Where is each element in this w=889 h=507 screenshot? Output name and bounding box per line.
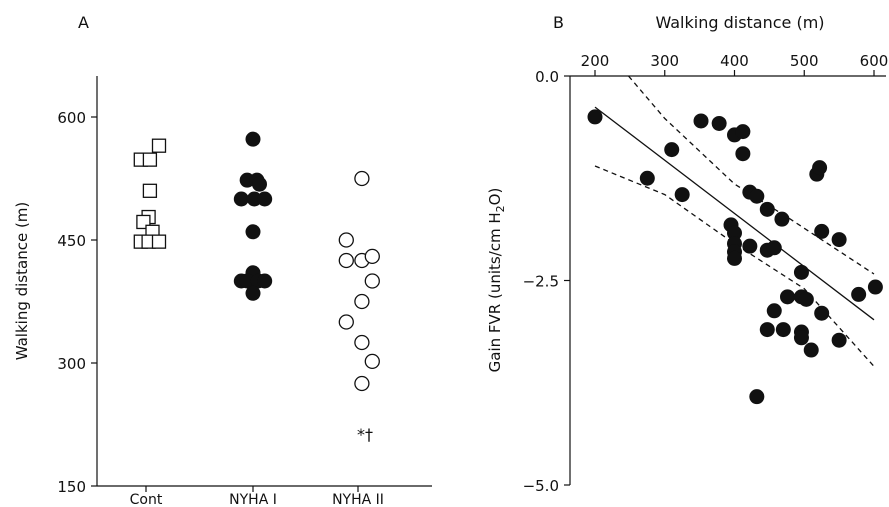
panel-a-y-tick-label: 300 — [57, 355, 86, 373]
data-point-filled — [257, 191, 273, 207]
data-point-square — [151, 234, 167, 249]
data-point-open — [354, 170, 370, 187]
data-point-filled — [245, 224, 261, 240]
data-point-open — [364, 353, 380, 370]
data-point-filled — [246, 191, 262, 207]
data-point-open — [338, 232, 354, 248]
data-point — [793, 264, 809, 280]
data-point — [749, 389, 765, 405]
panel-a-y-tick-label: 600 — [57, 109, 86, 127]
panel-b: B Walking distance (m) Gain FVR (units/c… — [486, 13, 886, 485]
panel-a-y-tick-label: 450 — [57, 232, 86, 250]
data-point-filled — [257, 273, 273, 289]
data-point — [587, 109, 603, 125]
panel-b-x-axis-label: Walking distance (m) — [655, 13, 824, 32]
data-point-square — [151, 138, 167, 153]
data-point-filled — [233, 191, 249, 207]
data-point — [831, 332, 847, 348]
data-point-square — [142, 152, 158, 167]
data-point — [798, 291, 814, 307]
data-point — [851, 286, 867, 302]
data-point — [775, 322, 791, 338]
data-point — [759, 322, 775, 338]
data-point — [735, 124, 751, 140]
data-point — [814, 223, 830, 239]
panel-a: A Walking distance (m) — [13, 13, 432, 487]
panel-b-x-tick-label: 200 — [581, 52, 610, 70]
data-point — [766, 303, 782, 319]
data-point — [814, 305, 830, 321]
panel-b-x-tick-label: 500 — [790, 52, 819, 70]
data-point — [742, 238, 758, 254]
data-point-filled — [245, 131, 261, 147]
panel-b-label: B — [553, 13, 564, 32]
panel-a-y-tick-label: 150 — [57, 478, 86, 496]
panel-a-label: A — [78, 13, 89, 32]
panel-b-x-tick-label: 600 — [860, 52, 889, 70]
data-point — [735, 146, 751, 162]
data-point — [766, 240, 782, 256]
panel-a-x-tick-label: Cont — [130, 492, 163, 507]
data-point-square — [142, 183, 158, 198]
panel-b-x-tick-label: 300 — [650, 52, 679, 70]
panel-a-x-tick-label: NYHA I — [229, 492, 277, 507]
confidence-band-lower — [594, 165, 875, 367]
data-point-open — [354, 293, 370, 310]
data-point — [812, 160, 828, 176]
data-point — [749, 188, 765, 204]
regression-line — [594, 106, 875, 321]
data-point — [867, 279, 883, 295]
panel-b-x-tick-label: 400 — [720, 52, 749, 70]
data-point — [693, 113, 709, 129]
data-point — [727, 225, 742, 241]
panel-a-x-tick-label: NYHA II — [332, 492, 384, 507]
data-point-filled — [245, 285, 261, 301]
data-point — [793, 330, 809, 346]
significance-annotation: *† — [357, 425, 373, 444]
panel-a-marks: 150 300 450 600 Cont NYHA I NYHA II *† — [57, 109, 384, 507]
data-point — [831, 232, 847, 248]
panel-b-y-tick-label: 0.0 — [535, 68, 559, 86]
data-point-filled — [239, 273, 255, 289]
panel-a-y-axis-label: Walking distance (m) — [13, 202, 31, 361]
confidence-band-upper — [628, 75, 875, 275]
data-point-open — [338, 252, 354, 269]
data-point-open — [354, 375, 370, 392]
data-point — [727, 250, 742, 266]
data-point — [674, 187, 690, 203]
data-point — [774, 211, 790, 227]
data-point — [664, 142, 680, 158]
data-point — [780, 289, 796, 305]
data-point-open — [364, 248, 380, 265]
data-point — [803, 342, 819, 358]
panel-b-marks: 200 300 400 500 600 0.0 −2.5 −5.0 — [523, 52, 889, 495]
panel-b-y-tick-label: −2.5 — [523, 273, 559, 291]
data-point — [711, 115, 727, 131]
panel-b-y-tick-label: −5.0 — [523, 477, 559, 495]
data-point — [639, 170, 655, 186]
panel-b-y-axis-label: Gain FVR (units/cm H2O) — [486, 188, 507, 373]
data-point-open — [364, 273, 380, 289]
data-point-filled — [252, 176, 267, 192]
data-point — [759, 201, 775, 217]
data-point-open — [354, 334, 370, 351]
data-point-open — [338, 314, 354, 330]
